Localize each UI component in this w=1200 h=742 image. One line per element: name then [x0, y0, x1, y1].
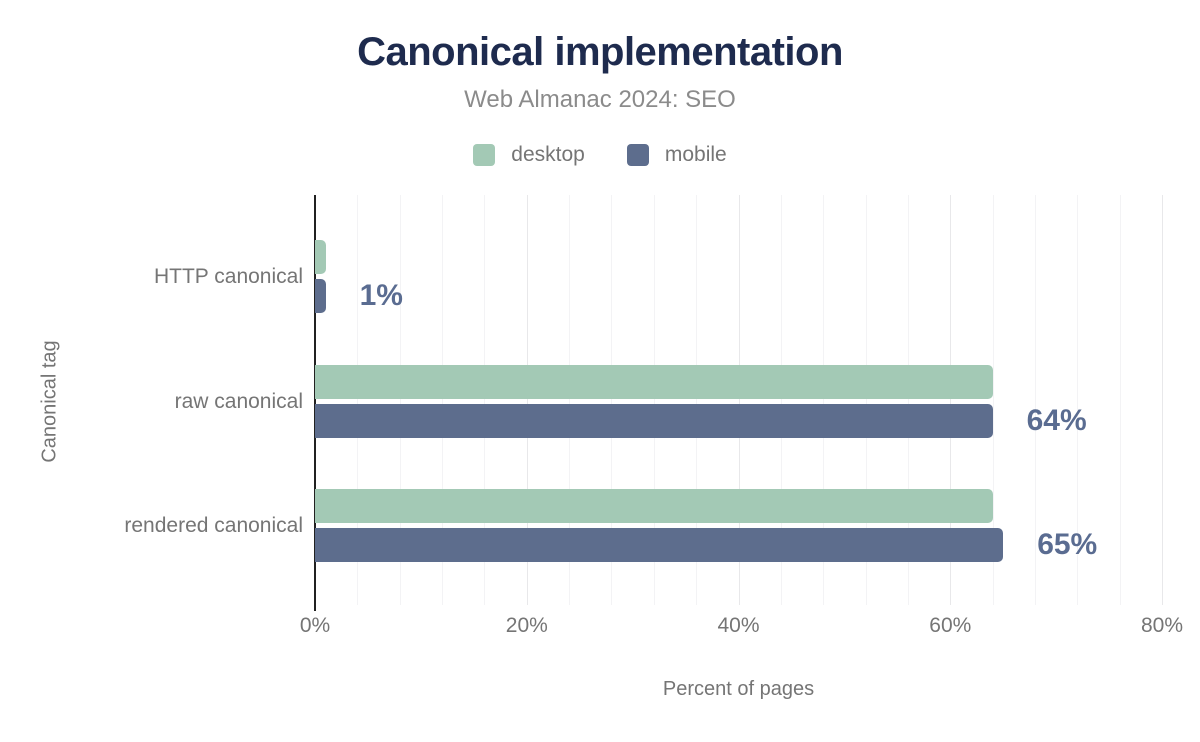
- x-tick-label-60: 60%: [929, 614, 972, 637]
- minor-gridline-44: [780, 195, 782, 605]
- plot-area: 1% 64% 65%: [315, 195, 1163, 605]
- minor-gridline-8: [399, 195, 401, 605]
- minor-gridline-36: [696, 195, 698, 605]
- x-tick-label-0: 0%: [299, 614, 331, 637]
- minor-gridline-64: [992, 195, 994, 605]
- minor-gridline-12: [442, 195, 443, 605]
- legend-label-desktop: desktop: [511, 143, 585, 166]
- minor-gridline-4: [357, 195, 359, 605]
- desktop-bar-rendered-canonical[interactable]: [315, 489, 993, 523]
- major-gridline-20: [526, 195, 528, 605]
- chart-subtitle: Web Almanac 2024: SEO: [464, 86, 736, 113]
- legend-item-desktop[interactable]: desktop: [473, 143, 585, 167]
- minor-gridline-24: [569, 195, 571, 605]
- legend-item-mobile[interactable]: mobile: [626, 143, 727, 167]
- category-label-rendered-canonical: rendered canonical: [124, 513, 303, 537]
- desktop-swatch-icon: [473, 144, 496, 166]
- minor-gridline-52: [865, 195, 867, 605]
- chart-title: Canonical implementation: [357, 30, 843, 74]
- major-gridline-80: [1162, 195, 1163, 605]
- desktop-bar-http-canonical[interactable]: [315, 240, 326, 274]
- minor-gridline-56: [907, 195, 909, 605]
- minor-gridline-32: [653, 195, 655, 605]
- minor-gridline-72: [1077, 195, 1079, 605]
- major-gridline-40: [738, 195, 740, 605]
- legend: desktop mobile: [0, 143, 1200, 167]
- value-label-http-canonical: 1%: [359, 279, 403, 312]
- x-axis-title: Percent of pages: [662, 678, 815, 700]
- minor-gridline-16: [484, 195, 486, 605]
- x-tick-label-40: 40%: [717, 614, 760, 637]
- desktop-bar-raw-canonical[interactable]: [315, 365, 993, 399]
- category-label-raw-canonical: raw canonical: [174, 389, 303, 413]
- category-label-http-canonical: HTTP canonical: [153, 264, 303, 288]
- y-axis-line: [314, 195, 316, 611]
- minor-gridline-28: [611, 195, 613, 605]
- mobile-bar-http-canonical[interactable]: [315, 279, 326, 313]
- legend-label-mobile: mobile: [664, 143, 727, 166]
- minor-gridline-48: [823, 195, 825, 605]
- minor-gridline-68: [1034, 195, 1036, 605]
- minor-gridline-76: [1119, 195, 1121, 605]
- x-tick-label-20: 20%: [505, 614, 548, 637]
- major-gridline-60: [950, 195, 952, 605]
- value-label-raw-canonical: 64%: [1026, 404, 1087, 437]
- value-label-rendered-canonical: 65%: [1037, 528, 1098, 561]
- x-tick-label-80: 80%: [1140, 614, 1184, 637]
- mobile-swatch-icon: [626, 144, 649, 166]
- mobile-bar-rendered-canonical[interactable]: [315, 528, 1004, 562]
- mobile-bar-raw-canonical[interactable]: [315, 404, 993, 438]
